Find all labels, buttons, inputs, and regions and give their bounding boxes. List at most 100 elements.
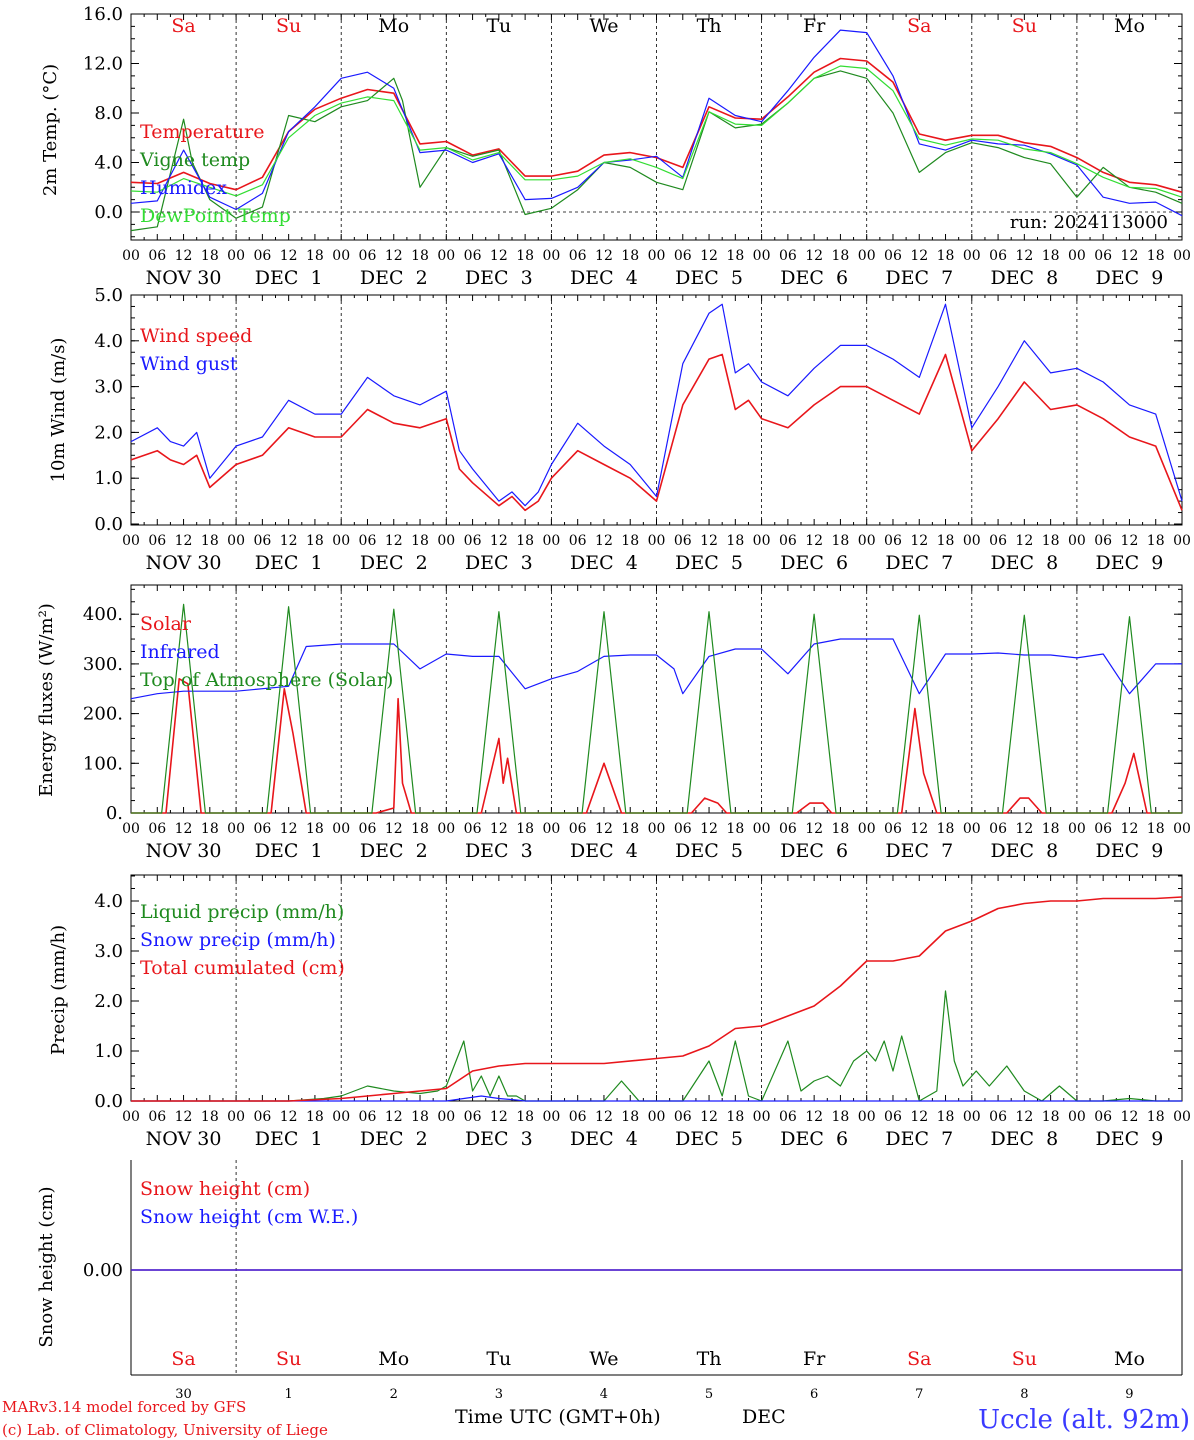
day-number-label: 9: [1125, 1387, 1133, 1402]
hour-label: 18: [306, 821, 324, 837]
series-line-3: [130, 29, 1183, 217]
hour-label: 12: [175, 248, 193, 264]
hour-label: 00: [437, 248, 455, 264]
hour-label: 06: [989, 533, 1007, 549]
hour-label: 06: [359, 1109, 377, 1125]
hour-label: 18: [516, 821, 534, 837]
series-line-2: [130, 70, 1183, 232]
hour-label: 12: [1121, 821, 1139, 837]
y-axis-label: Energy fluxes (W/m²): [36, 603, 57, 797]
date-label: DEC 8: [990, 552, 1058, 574]
weekday-label: Sa: [171, 1348, 195, 1370]
hour-label: 06: [253, 821, 271, 837]
hour-label: 12: [385, 821, 403, 837]
y-axis-label: Snow height (cm): [36, 1186, 57, 1347]
hour-label: 12: [175, 821, 193, 837]
hour-label: 12: [805, 248, 823, 264]
date-label: DEC 1: [255, 1128, 323, 1150]
day-number-label: 8: [1020, 1387, 1028, 1402]
date-label: NOV 30: [146, 1128, 222, 1150]
hour-label: 00: [122, 821, 140, 837]
hour-label: 06: [569, 821, 587, 837]
hour-label: 00: [122, 1109, 140, 1125]
date-label: DEC 5: [675, 552, 743, 574]
hour-label: 00: [1068, 533, 1086, 549]
weekday-label: Mo: [1114, 15, 1145, 37]
y-tick-label: 3.0: [94, 941, 123, 962]
hour-label: 12: [805, 821, 823, 837]
y-tick-label: 300.: [83, 654, 123, 675]
hour-label: 00: [437, 1109, 455, 1125]
hour-label: 12: [280, 1109, 298, 1125]
panel-2: 0.0 1.0 2.0 3.0 4.0 5.0 10m Wind (m/s) 00 06 12 18…: [48, 285, 1191, 574]
hour-label: 12: [910, 248, 928, 264]
hour-label: 18: [937, 533, 955, 549]
hour-label: 00: [332, 1109, 350, 1125]
legend-entry: Wind gust: [140, 353, 238, 375]
hour-label: 18: [1042, 248, 1060, 264]
date-label: DEC 7: [885, 552, 953, 574]
hour-label: 12: [490, 1109, 508, 1125]
hour-label: 06: [779, 533, 797, 549]
hour-label: 00: [122, 248, 140, 264]
hour-label: 00: [963, 533, 981, 549]
hour-label: 00: [542, 821, 560, 837]
series-line-2: [131, 1095, 1182, 1102]
hour-label: 00: [1173, 1109, 1191, 1125]
hour-label: 00: [648, 533, 666, 549]
hour-label: 12: [595, 821, 613, 837]
date-label: DEC 6: [780, 1128, 848, 1150]
hour-label: 18: [516, 533, 534, 549]
y-tick-label: 0.0: [94, 1091, 123, 1112]
hour-label: 00: [227, 533, 245, 549]
weekday-label: Su: [276, 15, 301, 37]
hour-label: 18: [1042, 1109, 1060, 1125]
y-tick-label: 100.: [83, 753, 123, 774]
y-tick-label: 4.0: [94, 153, 123, 174]
hour-label: 00: [858, 533, 876, 549]
hour-label: 06: [148, 821, 166, 837]
hour-label: 00: [227, 1109, 245, 1125]
hour-label: 06: [1094, 533, 1112, 549]
series-line-3: [131, 896, 1183, 1102]
hour-label: 12: [700, 821, 718, 837]
series-line-2: [130, 638, 1182, 700]
legend-entry: Liquid precip (mm/h): [140, 901, 344, 923]
y-tick-label: 200.: [83, 704, 123, 725]
hour-label: 18: [516, 248, 534, 264]
hour-label: 00: [963, 248, 981, 264]
y-tick-label: 0.0: [94, 202, 123, 223]
legend-entry: Snow height (cm W.E.): [140, 1206, 358, 1228]
hour-label: 12: [1015, 533, 1033, 549]
legend-entry: Wind speed: [140, 325, 252, 347]
hour-label: 12: [595, 1109, 613, 1125]
hour-label: 12: [385, 533, 403, 549]
day-number-label: 30: [175, 1387, 192, 1402]
date-label: DEC 5: [675, 267, 743, 289]
hour-label: 00: [1173, 248, 1191, 264]
hour-label: 00: [963, 821, 981, 837]
legend-entry: DewPoint Temp: [140, 205, 291, 227]
hour-label: 00: [332, 821, 350, 837]
hour-label: 06: [253, 248, 271, 264]
date-label: DEC 1: [255, 267, 323, 289]
date-label: DEC 9: [1096, 1128, 1164, 1150]
month-label: DEC: [742, 1406, 786, 1428]
y-tick-label: 5.0: [94, 285, 123, 306]
hour-label: 18: [832, 533, 850, 549]
date-label: DEC 9: [1096, 840, 1164, 862]
hour-label: 12: [280, 248, 298, 264]
series-line-4: [130, 65, 1183, 198]
date-label: DEC 7: [885, 840, 953, 862]
hour-label: 06: [148, 533, 166, 549]
hour-label: 06: [989, 821, 1007, 837]
hour-label: 12: [280, 821, 298, 837]
y-tick-label: 400.: [83, 604, 123, 625]
hour-label: 12: [910, 533, 928, 549]
hour-label: 12: [1015, 248, 1033, 264]
hour-label: 00: [437, 821, 455, 837]
y-tick-label: 1.0: [94, 468, 123, 489]
date-label: DEC 2: [360, 267, 428, 289]
hour-label: 00: [648, 821, 666, 837]
hour-label: 12: [280, 533, 298, 549]
